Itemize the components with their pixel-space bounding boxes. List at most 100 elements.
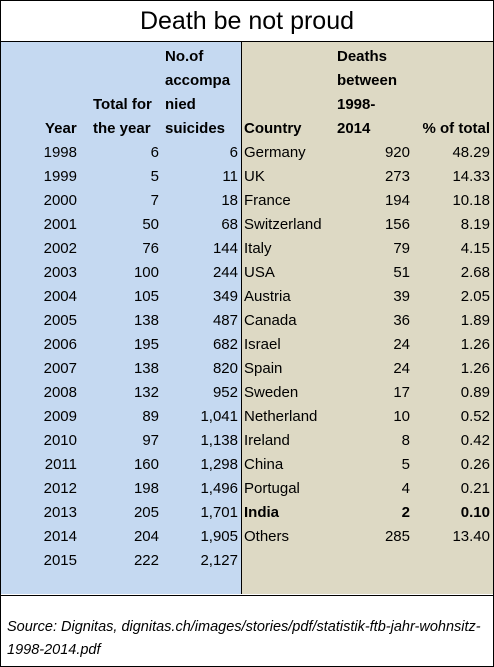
cell-deaths: 5 (401, 456, 410, 473)
cell-percent: 2.05 (460, 288, 490, 305)
cell-percent: 0.21 (460, 480, 490, 497)
cell-percent: 0.10 (460, 504, 490, 521)
cell-year: 2009 (43, 408, 77, 425)
cell-deaths: 920 (384, 144, 410, 161)
cell-country: USA (244, 264, 275, 281)
cell-country: Sweden (244, 384, 299, 401)
cell-country: UK (244, 168, 265, 185)
cell-accompanied: 11 (222, 168, 238, 185)
cell-country: Israel (244, 336, 281, 353)
cell-country: Italy (244, 240, 272, 257)
cell-year: 2005 (43, 312, 77, 329)
cell-accompanied: 1,298 (200, 456, 238, 473)
cell-percent: 10.18 (452, 192, 490, 209)
cell-deaths: 24 (393, 336, 410, 353)
cell-year: 2014 (43, 528, 77, 545)
cell-accompanied: 1,701 (200, 504, 238, 521)
cell-percent: 0.89 (460, 384, 490, 401)
cell-year: 2010 (43, 432, 77, 449)
cell-year: 1999 (43, 168, 77, 185)
cell-country: Canada (244, 312, 297, 329)
cell-total: 7 (150, 192, 159, 209)
cell-deaths: 10 (393, 408, 410, 425)
cell-percent: 4.15 (460, 240, 490, 257)
cell-total: 50 (142, 216, 159, 233)
cell-country: Spain (244, 360, 283, 377)
cell-deaths: 51 (393, 264, 410, 281)
cell-deaths: 24 (393, 360, 410, 377)
cell-total: 160 (133, 456, 159, 473)
cell-accompanied: 244 (212, 264, 238, 281)
source-note: Source: Dignitas, dignitas.ch/images/sto… (1, 595, 493, 667)
header-total: Total for the year (93, 96, 152, 137)
cell-deaths: 8 (401, 432, 410, 449)
cell-country: Portugal (244, 480, 300, 497)
cell-accompanied: 349 (212, 288, 238, 305)
cell-total: 138 (133, 312, 159, 329)
cell-accompanied: 18 (221, 192, 238, 209)
cell-country: China (244, 456, 284, 473)
page-title: Death be not proud (1, 1, 493, 42)
cell-deaths: 79 (393, 240, 410, 257)
cell-deaths: 39 (393, 288, 410, 305)
header-percent: % of total (422, 120, 491, 137)
cell-country: India (244, 504, 280, 521)
cell-total: 132 (133, 384, 159, 401)
cell-country: Ireland (244, 432, 290, 449)
cell-accompanied: 144 (212, 240, 238, 257)
header-deaths: Deaths between 1998- 2014 (337, 48, 398, 137)
cell-accompanied: 487 (212, 312, 238, 329)
cell-accompanied: 1,041 (200, 408, 238, 425)
cell-total: 97 (142, 432, 159, 449)
header-year: Year (45, 120, 77, 137)
source-text: Source: Dignitas, dignitas.ch/images/sto… (7, 619, 481, 658)
cell-percent: 0.26 (460, 456, 490, 473)
cell-country: Austria (244, 288, 291, 305)
cell-total: 198 (133, 480, 159, 497)
header-accompanied: No.of accompa nied suicides (165, 48, 231, 137)
cell-deaths: 4 (401, 480, 410, 497)
cell-year: 2002 (43, 240, 77, 257)
cell-year: 2006 (43, 336, 77, 353)
cell-year: 2001 (43, 216, 77, 233)
cell-year: 2008 (43, 384, 77, 401)
cell-deaths: 273 (384, 168, 410, 185)
cell-total: 100 (133, 264, 159, 281)
cell-country: Germany (244, 144, 306, 161)
cell-year: 2007 (43, 360, 77, 377)
cell-accompanied: 1,138 (200, 432, 238, 449)
cell-total: 138 (133, 360, 159, 377)
cell-year: 1998 (43, 144, 77, 161)
cell-year: 2013 (43, 504, 77, 521)
cell-accompanied: 820 (212, 360, 238, 377)
cell-total: 204 (133, 528, 159, 545)
cell-percent: 14.33 (452, 168, 490, 185)
cell-percent: 13.40 (452, 528, 490, 545)
cell-total: 76 (142, 240, 159, 257)
cell-deaths: 156 (384, 216, 410, 233)
cell-accompanied: 682 (212, 336, 238, 353)
cell-total: 105 (133, 288, 159, 305)
cell-total: 89 (142, 408, 159, 425)
cell-year: 2004 (43, 288, 77, 305)
left-panel: Year Total for the year No.of accompa nied s… (1, 42, 242, 594)
cell-percent: 2.68 (460, 264, 490, 281)
header-country: Country (244, 120, 302, 137)
cell-country: France (244, 192, 291, 209)
cell-country: Others (244, 528, 290, 545)
cell-percent: 1.26 (460, 360, 490, 377)
cell-percent: 0.52 (460, 408, 490, 425)
cell-percent: 8.19 (460, 216, 490, 233)
right-panel: Country Deaths between 1998- 2014 % of tota… (242, 42, 493, 594)
cell-year: 2000 (43, 192, 77, 209)
cell-accompanied: 2,127 (200, 552, 238, 569)
cell-deaths: 36 (393, 312, 410, 329)
cell-accompanied: 952 (212, 384, 238, 401)
cell-accompanied: 6 (229, 144, 238, 161)
cell-percent: 48.29 (452, 144, 490, 161)
cell-year: 2003 (43, 264, 77, 281)
cell-percent: 1.89 (460, 312, 490, 329)
cell-percent: 1.26 (460, 336, 490, 353)
cell-total: 195 (133, 336, 159, 353)
cell-total: 222 (133, 552, 159, 569)
